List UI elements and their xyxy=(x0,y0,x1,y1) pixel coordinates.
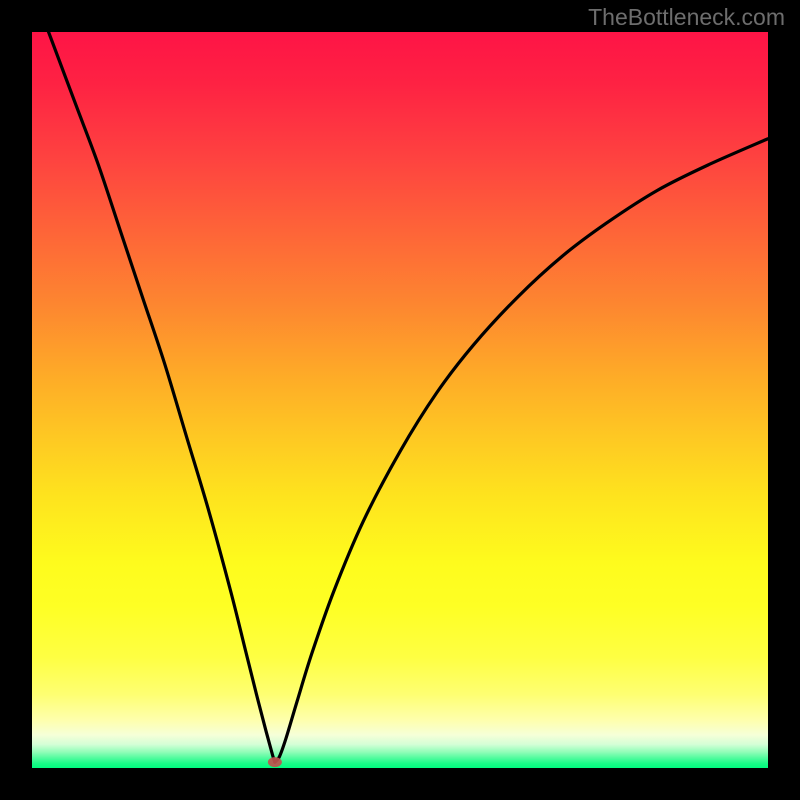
curve-left-branch xyxy=(32,0,275,762)
curve-overlay xyxy=(0,0,800,800)
watermark-text: TheBottleneck.com xyxy=(588,4,785,31)
bottleneck-marker xyxy=(268,757,282,767)
chart-container: TheBottleneck.com xyxy=(0,0,800,800)
curve-right-branch xyxy=(275,139,768,762)
